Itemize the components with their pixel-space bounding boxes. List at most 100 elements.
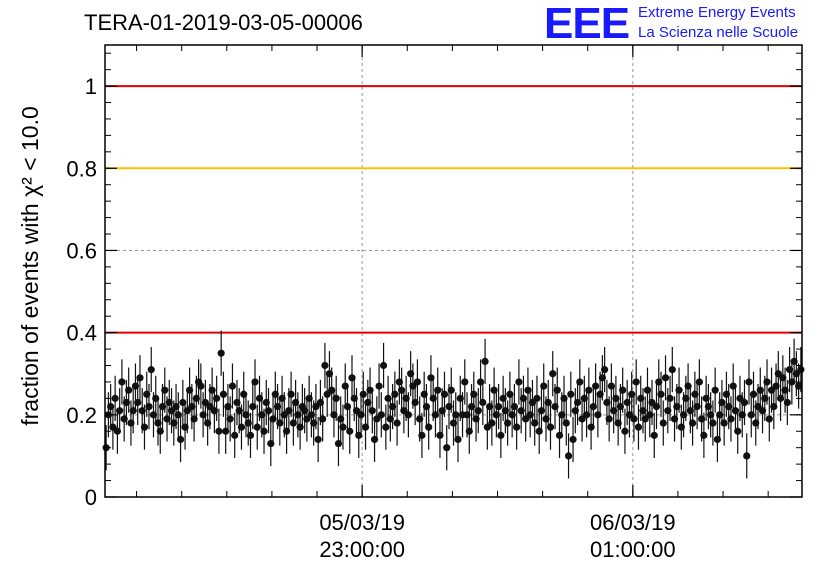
data-point — [479, 398, 487, 407]
data-point — [657, 390, 665, 398]
eee-logo: EEE Extreme Energy Events La Scienza nel… — [544, 2, 834, 46]
logo-line-2: La Scienza nelle Scuole — [638, 24, 799, 41]
data-point — [226, 415, 234, 423]
data-point — [140, 423, 149, 431]
data-point — [434, 386, 442, 394]
data-point — [720, 419, 728, 427]
data-point — [443, 444, 451, 452]
data-point — [249, 403, 257, 411]
data-point — [391, 390, 399, 398]
data-point — [666, 394, 674, 402]
data-point — [246, 431, 255, 439]
data-point — [553, 386, 561, 394]
data-point — [490, 386, 498, 394]
data-point — [174, 411, 182, 419]
data-point — [404, 411, 412, 419]
data-point — [652, 403, 661, 411]
x-tick-time-label: 01:00:00 — [590, 537, 676, 562]
data-point — [783, 398, 791, 407]
data-point — [743, 452, 751, 460]
data-point — [217, 349, 225, 357]
data-point — [319, 415, 327, 423]
data-point — [264, 407, 273, 415]
data-point — [413, 378, 422, 386]
data-point — [152, 394, 160, 402]
data-point — [260, 427, 268, 435]
data-point — [488, 419, 496, 427]
data-point — [659, 419, 667, 427]
data-point — [634, 423, 643, 431]
data-point — [222, 427, 230, 435]
data-point — [134, 398, 142, 407]
data-point — [197, 382, 205, 390]
axes — [104, 44, 803, 498]
data-point — [643, 386, 652, 394]
logo-mark: EEE — [544, 0, 630, 48]
data-point — [650, 431, 658, 439]
data-point — [592, 382, 600, 390]
data-point — [393, 419, 401, 427]
data-point — [228, 382, 237, 390]
data-point — [328, 386, 336, 394]
chart-title: TERA-01-2019-03-05-00006 — [84, 10, 363, 35]
data-point — [621, 427, 629, 435]
data-point — [425, 423, 433, 431]
data-point — [749, 390, 758, 398]
data-point — [276, 419, 284, 427]
data-point — [267, 439, 275, 448]
data-point — [612, 394, 620, 402]
data-point — [343, 403, 352, 411]
data-point — [418, 431, 426, 439]
data-point — [497, 431, 505, 439]
data-point — [740, 398, 749, 407]
data-point — [219, 390, 228, 398]
data-point — [537, 407, 546, 415]
data-point — [161, 386, 169, 394]
data-point — [334, 439, 343, 448]
x-tick-date-label: 06/03/19 — [590, 510, 676, 535]
data-point — [495, 403, 503, 411]
data-point — [745, 378, 753, 386]
data-point — [379, 361, 388, 370]
logo-line-1: Extreme Energy Events — [638, 4, 796, 21]
data-point — [287, 390, 295, 398]
y-axis-label: fraction of events with χ² < 10.0 — [17, 106, 43, 426]
data-point — [251, 378, 259, 386]
reference-lines — [105, 85, 802, 334]
data-point — [129, 407, 137, 415]
data-point — [176, 435, 185, 444]
data-point — [727, 415, 735, 423]
data-point — [465, 427, 473, 435]
data-point — [729, 382, 737, 390]
data-point — [560, 394, 568, 402]
data-point — [546, 423, 555, 431]
data-point — [585, 386, 593, 394]
data-point — [713, 435, 722, 444]
data-point — [339, 423, 347, 431]
data-point — [533, 394, 541, 402]
data-point — [125, 386, 133, 394]
y-tick-label: 0.2 — [66, 403, 97, 428]
data-point — [531, 419, 539, 427]
data-point — [179, 398, 187, 407]
data-point — [693, 403, 701, 411]
data-point — [431, 411, 440, 419]
data-point — [763, 378, 771, 386]
data-point — [700, 431, 708, 439]
data-point — [695, 378, 703, 386]
data-point — [504, 419, 512, 427]
data-point — [452, 411, 460, 419]
data-point — [147, 366, 155, 374]
x-tick-date-label: 05/03/19 — [319, 510, 405, 535]
data-point — [136, 374, 144, 382]
data-point — [582, 411, 591, 419]
data-point — [461, 378, 469, 386]
data-point — [576, 378, 584, 386]
data-point — [549, 370, 557, 378]
data-point — [213, 394, 221, 402]
data-point — [765, 415, 773, 423]
data-point — [605, 415, 613, 423]
data-point — [321, 361, 329, 370]
y-tick-label: 0.8 — [66, 156, 97, 181]
data-point — [215, 427, 223, 435]
